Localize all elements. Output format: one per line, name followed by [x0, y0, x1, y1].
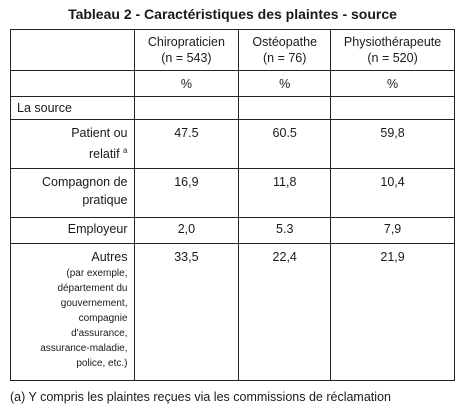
value-cell: 33,5 — [133, 243, 240, 381]
table-title: Tableau 2 - Caractéristiques des plainte… — [68, 6, 397, 22]
row-label: Autres (par exemple, département du gouv… — [10, 243, 135, 381]
table-row: Autres (par exemple, département du gouv… — [10, 243, 455, 381]
empty-cell — [133, 96, 240, 120]
value-cell: 21,9 — [330, 243, 455, 381]
value-cell: 5.3 — [238, 217, 332, 244]
table-row: Patient ou relatif a 47.5 60.5 59,8 — [10, 119, 455, 169]
table-row: Compagnon de pratique 16,9 11,8 10,4 — [10, 168, 455, 218]
value-cell: 2,0 — [133, 217, 240, 244]
value-cell: 59,8 — [330, 119, 455, 169]
unit-row: % % % — [10, 70, 455, 97]
value-cell: 47.5 — [133, 119, 240, 169]
unit-cell: % — [133, 70, 240, 97]
value-cell: 7,9 — [330, 217, 455, 244]
unit-cell: % — [330, 70, 455, 97]
section-label: La source — [10, 96, 135, 120]
row-label: Employeur — [10, 217, 135, 244]
table-row: Employeur 2,0 5.3 7,9 — [10, 217, 455, 244]
value-cell: 16,9 — [133, 168, 240, 218]
footnote: (a) Y compris les plaintes reçues via le… — [10, 390, 391, 404]
header-row: Chiropraticien (n = 543) Ostéopathe (n = 7… — [10, 29, 455, 71]
header-empty-cell — [10, 29, 135, 71]
empty-cell — [238, 96, 332, 120]
column-header: Chiropraticien (n = 543) — [133, 29, 240, 71]
unit-cell: % — [238, 70, 332, 97]
value-cell: 11,8 — [238, 168, 332, 218]
unit-empty-cell — [10, 70, 135, 97]
value-cell: 22,4 — [238, 243, 332, 381]
row-label: Patient ou relatif a — [10, 119, 135, 169]
column-header: Physiothérapeute (n = 520) — [330, 29, 455, 71]
row-label: Compagnon de pratique — [10, 168, 135, 218]
value-cell: 60.5 — [238, 119, 332, 169]
complaints-table: Chiropraticien (n = 543) Ostéopathe (n = 7… — [10, 29, 455, 381]
value-cell: 10,4 — [330, 168, 455, 218]
empty-cell — [330, 96, 455, 120]
column-header: Ostéopathe (n = 76) — [238, 29, 332, 71]
section-row: La source — [10, 96, 455, 120]
